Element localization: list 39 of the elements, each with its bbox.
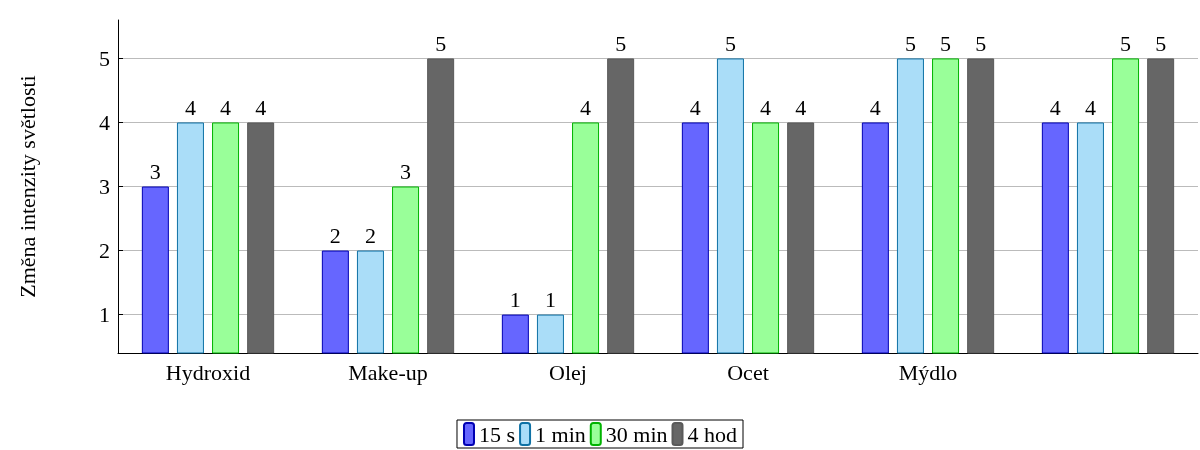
legend-label: 4 hod [687, 421, 738, 447]
y-tick-label: 5 [99, 45, 110, 71]
data-label: 4 [1049, 94, 1061, 120]
data-label: 1 [509, 287, 521, 313]
data-label: 4 [1084, 94, 1096, 120]
data-label: 4 [795, 94, 807, 120]
legend-label: 30 min [605, 421, 668, 447]
data-label: 4 [869, 94, 881, 120]
data-label: 5 [975, 30, 987, 56]
data-label: 5 [904, 30, 916, 56]
data-label: 3 [400, 159, 412, 184]
legend-label: 1 min [535, 421, 586, 447]
data-label: 4 [580, 94, 592, 120]
x-tick-label: Mýdlo [898, 359, 958, 385]
x-tick-label: Hydroxid [165, 359, 251, 385]
data-label: 5 [940, 30, 952, 56]
data-label: 1 [544, 287, 556, 313]
data-label: 5 [724, 30, 736, 56]
data-label: 5 [1155, 30, 1167, 56]
data-label: 4 [220, 94, 232, 120]
x-tick-label: Make-up [348, 359, 428, 385]
x-tick-label: Ocet [727, 359, 769, 385]
y-tick-label: 4 [99, 109, 110, 135]
data-label: 4 [689, 94, 701, 120]
legend-label: 15 s [478, 421, 516, 447]
y-axis-title: Změna intenzity světlosti [14, 75, 40, 298]
y-tick-label: 2 [99, 238, 110, 264]
data-label: 5 [435, 30, 447, 56]
data-label: 4 [184, 94, 196, 120]
data-label: 4 [255, 94, 267, 120]
data-label: 5 [615, 30, 627, 56]
data-label: 2 [329, 223, 341, 249]
data-label: 2 [364, 223, 376, 249]
data-label: 3 [149, 159, 161, 184]
y-tick-label: 1 [99, 302, 110, 328]
data-label: 4 [760, 94, 772, 120]
x-tick-label: Olej [549, 359, 587, 385]
y-tick-label: 3 [99, 174, 110, 199]
data-label: 5 [1120, 30, 1132, 56]
